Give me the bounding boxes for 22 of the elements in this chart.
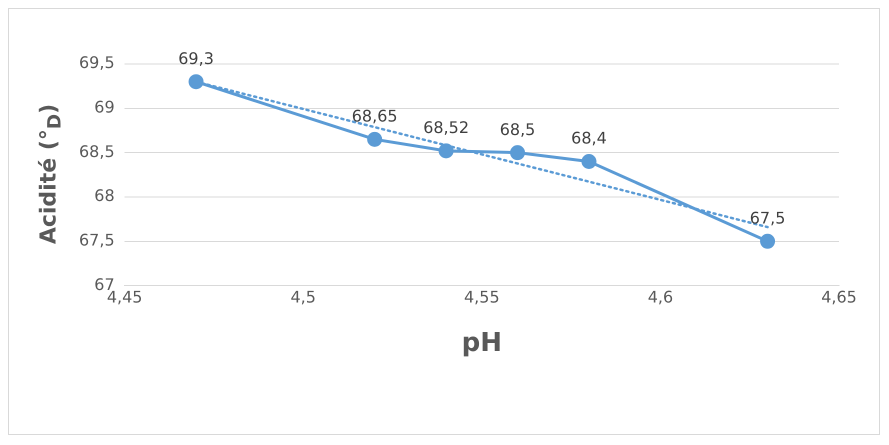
y-tick-label: 68,5 (79, 142, 115, 161)
x-axis-title: pH (462, 328, 502, 358)
y-tick-label: 67,5 (79, 230, 115, 250)
point (510, 145, 526, 160)
x-tick-label: 4,6 (648, 287, 674, 306)
point (438, 143, 454, 158)
data-label: 68,52 (423, 118, 469, 138)
x-tick-label: 4,55 (464, 287, 500, 306)
data-label: 68,65 (352, 106, 398, 126)
point (188, 74, 204, 90)
y-tick-label: 69 (94, 97, 115, 116)
data-label: 68,5 (500, 120, 536, 139)
y-tick-label: 69,5 (79, 53, 115, 72)
point (367, 132, 382, 147)
data-label: 68,4 (571, 128, 607, 148)
data-label: 67,5 (750, 208, 786, 228)
data-label: 69,3 (178, 48, 214, 68)
point (760, 234, 776, 249)
x-tick-label: 4,5 (290, 287, 316, 306)
y-tick-label: 68 (94, 186, 115, 206)
x-tick-label: 4,65 (821, 287, 857, 306)
point (581, 154, 596, 170)
